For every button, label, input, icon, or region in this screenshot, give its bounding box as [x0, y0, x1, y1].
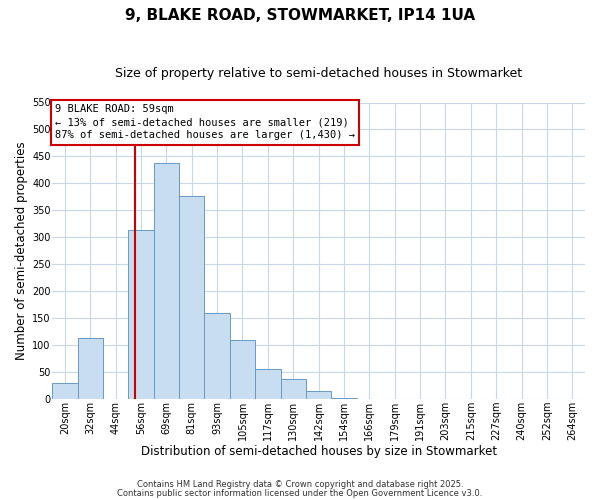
Text: 9, BLAKE ROAD, STOWMARKET, IP14 1UA: 9, BLAKE ROAD, STOWMARKET, IP14 1UA	[125, 8, 475, 22]
Bar	[52, 383, 77, 400]
Text: Contains HM Land Registry data © Crown copyright and database right 2025.: Contains HM Land Registry data © Crown c…	[137, 480, 463, 489]
Bar	[306, 392, 331, 400]
Bar	[205, 313, 230, 400]
Title: Size of property relative to semi-detached houses in Stowmarket: Size of property relative to semi-detach…	[115, 68, 522, 80]
Bar	[230, 340, 255, 400]
Bar	[331, 398, 356, 400]
Text: Contains public sector information licensed under the Open Government Licence v3: Contains public sector information licen…	[118, 488, 482, 498]
Text: 9 BLAKE ROAD: 59sqm
← 13% of semi-detached houses are smaller (219)
87% of semi-: 9 BLAKE ROAD: 59sqm ← 13% of semi-detach…	[55, 104, 355, 141]
Bar	[281, 379, 306, 400]
X-axis label: Distribution of semi-detached houses by size in Stowmarket: Distribution of semi-detached houses by …	[140, 444, 497, 458]
Y-axis label: Number of semi-detached properties: Number of semi-detached properties	[15, 142, 28, 360]
Bar	[154, 163, 179, 400]
Bar	[128, 230, 154, 400]
Bar	[255, 368, 281, 400]
Bar	[77, 338, 103, 400]
Bar	[179, 196, 205, 400]
